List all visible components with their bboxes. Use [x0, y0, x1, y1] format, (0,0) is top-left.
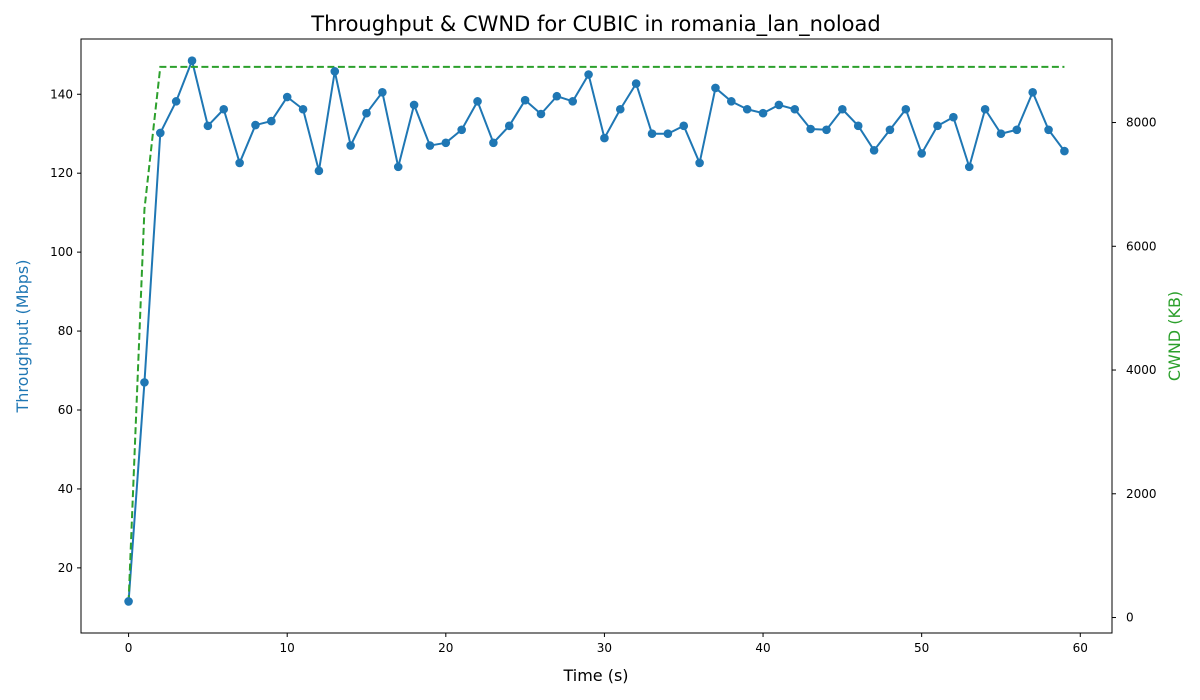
y-left-tick-label: 140 [50, 87, 73, 101]
x-tick-label: 20 [438, 641, 453, 655]
throughput-point [996, 129, 1006, 139]
throughput-point [156, 128, 165, 138]
axes: 0 10 20 30 40 50 60 20 40 60 80 100 120 140 0 2000 4000 6… [50, 87, 1156, 655]
throughput-point [885, 125, 895, 135]
y-right-tick-label: 8000 [1126, 116, 1157, 130]
throughput-point [536, 109, 546, 119]
y-right-tick-label: 2000 [1126, 487, 1157, 501]
throughput-point [949, 112, 958, 122]
throughput-point [520, 95, 530, 105]
y-right-tick-label: 0 [1126, 611, 1134, 625]
throughput-point [838, 104, 847, 114]
throughput-point [489, 138, 498, 148]
throughput-point [853, 121, 863, 131]
y-left-tick-label: 80 [58, 324, 73, 338]
throughput-point [219, 104, 229, 114]
throughput-point [124, 597, 133, 606]
throughput-point [362, 108, 371, 118]
throughput-point [806, 124, 815, 134]
y-right-tick-label: 6000 [1126, 239, 1157, 253]
y-left-tick-label: 60 [58, 403, 73, 417]
throughput-point [615, 104, 625, 114]
x-tick-label: 10 [280, 641, 295, 655]
throughput-point [171, 97, 181, 106]
throughput-point [393, 162, 403, 172]
throughput-point [457, 125, 466, 135]
throughput-point [790, 104, 800, 114]
y-right-tick-label: 4000 [1126, 363, 1157, 377]
throughput-point [631, 79, 641, 88]
throughput-point [679, 121, 689, 131]
throughput-point [282, 92, 292, 102]
throughput-point [727, 97, 736, 106]
x-tick-label: 40 [755, 641, 770, 655]
x-axis-label: Time (s) [562, 666, 628, 685]
y-left-tick-label: 100 [50, 245, 73, 259]
throughput-point [758, 108, 768, 118]
throughput-point [822, 125, 831, 135]
throughput-point [235, 158, 244, 168]
throughput-point [425, 141, 435, 150]
throughput-point [695, 158, 704, 168]
y-axis-left-label: Throughput (Mbps) [13, 260, 32, 414]
x-tick-label: 0 [125, 641, 133, 655]
throughput-point [441, 138, 451, 148]
throughput-point [140, 378, 149, 387]
throughput-point [774, 100, 784, 110]
throughput-point [552, 91, 562, 101]
x-tick-label: 30 [597, 641, 612, 655]
throughput-point [933, 121, 942, 131]
throughput-point [964, 162, 974, 172]
throughput-point [504, 121, 514, 131]
chart-title: Throughput & CWND for CUBIC in romania_l… [310, 12, 880, 37]
throughput-point [1060, 146, 1069, 156]
plot-frame [80, 38, 1113, 634]
throughput-point [1044, 125, 1053, 135]
throughput-point [378, 87, 387, 97]
throughput-point [980, 104, 990, 114]
throughput-point [869, 146, 879, 155]
throughput-point [298, 104, 308, 114]
throughput-point [568, 97, 578, 106]
throughput-point [409, 100, 419, 110]
throughput-point [187, 56, 197, 66]
throughput-point [584, 70, 593, 79]
throughput-point [1028, 87, 1037, 97]
throughput-point [663, 129, 673, 139]
y-left-tick-label: 40 [58, 482, 73, 496]
cwnd-line [127, 65, 1065, 603]
y-left-tick-label: 120 [50, 166, 73, 180]
y-left-tick-label: 20 [58, 561, 73, 575]
throughput-point [203, 121, 213, 131]
x-tick-label: 50 [914, 641, 929, 655]
throughput-point [314, 166, 324, 176]
throughput-point [473, 97, 482, 106]
plot-area [124, 56, 1069, 606]
throughput-point [600, 133, 609, 143]
throughput-point [1012, 125, 1022, 135]
throughput-point [647, 129, 657, 139]
throughput-point [901, 104, 911, 114]
throughput-point [267, 116, 276, 126]
throughput-point [330, 67, 340, 76]
x-tick-label: 60 [1073, 641, 1088, 655]
throughput-point [346, 141, 355, 150]
throughput-point [251, 120, 260, 130]
throughput-point [742, 104, 752, 114]
throughput-point [917, 149, 926, 158]
throughput-point [711, 83, 720, 93]
throughput-line [127, 59, 1066, 602]
y-axis-right-label: CWND (KB) [1165, 291, 1184, 381]
